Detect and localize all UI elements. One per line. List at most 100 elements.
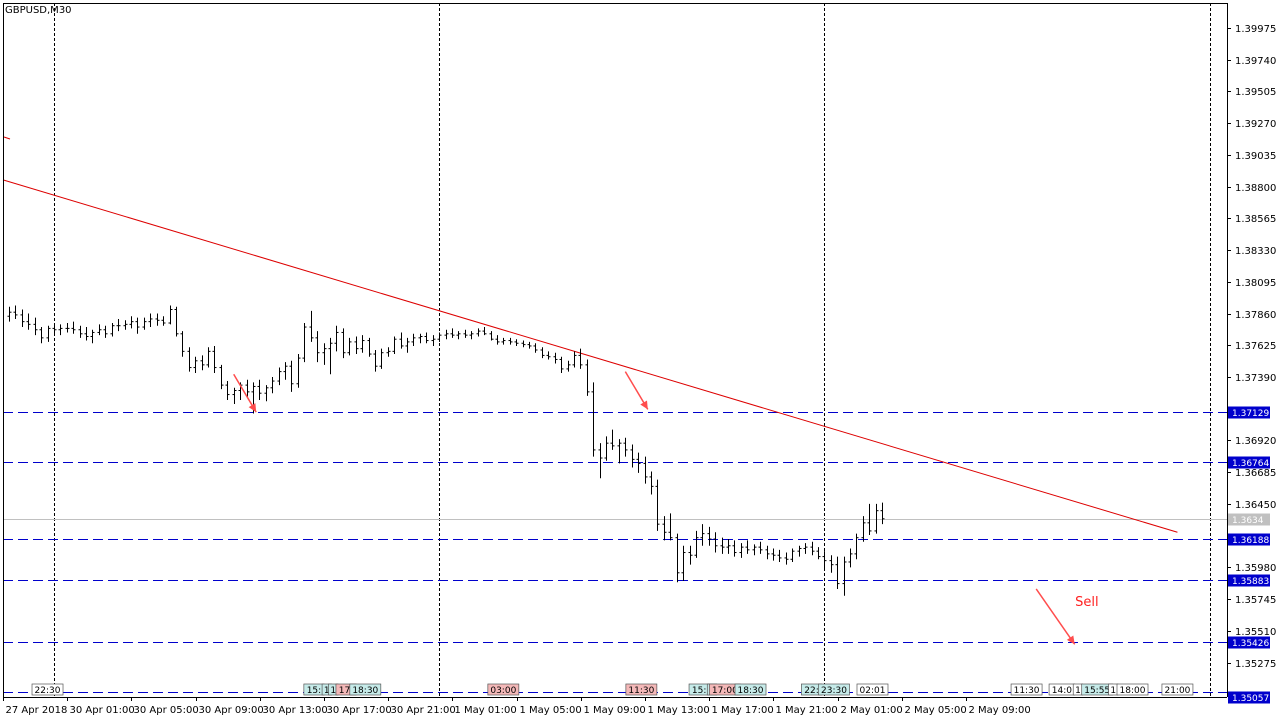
- ohlc-bar: [662, 516, 667, 541]
- ohlc-bar: [476, 328, 481, 337]
- ohlc-bar: [591, 382, 596, 457]
- level-price-box: [1228, 456, 1270, 469]
- ohlc-bar: [829, 555, 834, 573]
- price-tick-label: 1.39035: [1235, 151, 1276, 162]
- ohlc-bar: [752, 544, 757, 556]
- event-tag[interactable]: 15:: [688, 683, 710, 696]
- event-tag-label: 23:30: [821, 686, 847, 696]
- ohlc-bar: [758, 541, 763, 554]
- price-tick-label: 1.39270: [1235, 119, 1276, 130]
- current-price-box: [1228, 513, 1270, 526]
- event-tag-label: 22:: [804, 686, 818, 696]
- event-tag[interactable]: 15:55: [1081, 683, 1114, 696]
- ohlc-bar: [822, 551, 827, 569]
- event-tag[interactable]: 18:00: [1116, 683, 1149, 696]
- ohlc-bar: [489, 331, 494, 341]
- current-price-text: 1.3634: [1232, 516, 1264, 526]
- level-price-label[interactable]: 1.35057: [1228, 691, 1270, 705]
- event-tag[interactable]: 03:00: [487, 683, 520, 696]
- ohlc-bar: [861, 516, 866, 542]
- ohlc-bar: [617, 439, 622, 464]
- ohlc-bar: [842, 556, 847, 596]
- horizontal-levels[interactable]: [3, 412, 1227, 693]
- event-tag[interactable]: 14:0: [1048, 683, 1076, 696]
- event-tag-box: [818, 683, 850, 696]
- price-tick-label: 1.39505: [1235, 87, 1276, 98]
- ohlc-bar: [713, 532, 718, 553]
- ohlc-bar: [161, 316, 166, 326]
- ohlc-bar: [135, 317, 140, 334]
- ohlc-bar: [97, 324, 102, 336]
- level-price-label[interactable]: 1.36764: [1228, 456, 1270, 470]
- event-tag[interactable]: 21:00: [1161, 683, 1194, 696]
- ohlc-bar: [123, 320, 128, 330]
- ohlc-bar: [379, 348, 384, 369]
- event-tag-label: 17:00: [712, 686, 738, 696]
- ohlc-bar: [289, 360, 294, 392]
- ohlc-bar: [598, 443, 603, 479]
- ohlc-bar: [155, 313, 160, 326]
- ohlc-bar: [803, 543, 808, 554]
- event-tag[interactable]: 22:30: [31, 683, 64, 696]
- event-tag-box: [625, 683, 658, 696]
- ohlc-bar: [315, 331, 320, 363]
- event-tag[interactable]: 1: [1108, 683, 1119, 696]
- event-tag-box: [487, 683, 520, 696]
- ohlc-bar: [559, 356, 564, 373]
- ohlc-bar: [193, 356, 198, 373]
- time-tick-label: 1 May 21:00: [776, 705, 838, 716]
- level-price-label[interactable]: 1.35883: [1228, 574, 1270, 588]
- ohlc-bar: [566, 360, 571, 372]
- ohlc-bar: [675, 533, 680, 583]
- event-tag[interactable]: 15:: [303, 683, 325, 696]
- time-tick-label: 30 Apr 21:00: [391, 705, 456, 716]
- price-tick-label: 1.39975: [1235, 24, 1276, 35]
- current-price-label[interactable]: 1.3634: [1228, 513, 1270, 527]
- event-tag-label: 11:30: [1014, 686, 1040, 696]
- down-arrow[interactable]: [624, 371, 649, 410]
- event-tag[interactable]: 11:30: [1010, 683, 1043, 696]
- ohlc-bar: [444, 329, 449, 340]
- ohlc-bar: [688, 545, 693, 565]
- sell-annotation[interactable]: Sell: [1075, 595, 1098, 610]
- ohlc-bar: [707, 526, 712, 546]
- event-tag[interactable]: 02:01: [856, 683, 889, 696]
- trendline[interactable]: [2, 136, 1178, 533]
- ohlc-bar: [867, 503, 872, 535]
- trendline-segment[interactable]: [2, 179, 1178, 533]
- event-tag-label: 03:00: [490, 686, 516, 696]
- event-tag[interactable]: 23:30: [818, 683, 850, 696]
- level-price-label[interactable]: 1.37129: [1228, 406, 1270, 420]
- price-tick-label: 1.37625: [1235, 341, 1276, 352]
- time-tick-label: 30 Apr 13:00: [263, 705, 328, 716]
- ohlc-bar: [13, 305, 18, 319]
- ohlc-bar: [65, 322, 70, 333]
- ohlc-bar: [328, 337, 333, 375]
- plot-frame: [3, 3, 1228, 698]
- ohlc-bar: [52, 322, 57, 334]
- arrow-head: [248, 403, 257, 413]
- down-arrow[interactable]: [233, 373, 257, 413]
- time-tick-label: 1 May 05:00: [520, 705, 582, 716]
- event-tag-label: 22:30: [35, 686, 61, 696]
- down-arrow[interactable]: [1035, 588, 1076, 645]
- price-tick-label: 1.36450: [1235, 500, 1276, 511]
- ohlc-bar: [360, 335, 365, 353]
- event-tags[interactable]: 22:3015:1117:18:3003:0011:3015:117:0018:…: [31, 683, 1194, 696]
- time-tick-label: 30 Apr 05:00: [134, 705, 199, 716]
- ohlc-bar: [681, 545, 686, 581]
- event-tag[interactable]: 11:30: [625, 683, 658, 696]
- ohlc-bar: [732, 540, 737, 557]
- event-tag[interactable]: 1: [1072, 683, 1083, 696]
- price-axis[interactable]: 1.39975 1.39740 1.39505 1.39270 1.39035 1.388…: [1227, 24, 1276, 704]
- level-price-label[interactable]: 1.35426: [1228, 636, 1270, 650]
- event-tag[interactable]: 18:30: [734, 683, 767, 696]
- ohlc-bar: [456, 331, 461, 340]
- level-price-label[interactable]: 1.36188: [1228, 533, 1270, 547]
- event-tag-box: [1010, 683, 1043, 696]
- arrow-annotations[interactable]: [233, 371, 1076, 645]
- event-tag[interactable]: 18:30: [349, 683, 382, 696]
- ohlc-bars: [7, 305, 885, 596]
